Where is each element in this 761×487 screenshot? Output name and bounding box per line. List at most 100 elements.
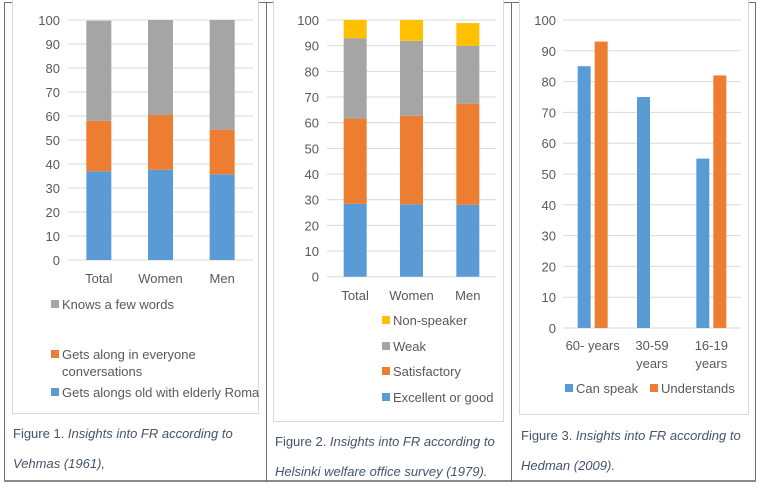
y-tick-label: 70 [305, 90, 319, 105]
x-tick-label: Men [210, 271, 235, 286]
legend-label: conversations [62, 364, 143, 379]
y-tick-label: 100 [534, 13, 556, 28]
legend-label: Understands [661, 381, 735, 396]
figure-2-caption-prefix: Figure 2. [275, 434, 330, 449]
bar-segment [400, 204, 423, 277]
bar-segment [456, 45, 480, 104]
bar-segment [209, 174, 235, 260]
y-tick-label: 90 [46, 37, 60, 52]
legend-label: Knows a few words [62, 297, 174, 312]
figure-3-caption-prefix: Figure 3. [521, 428, 576, 443]
legend-swatch [565, 384, 573, 392]
y-tick-label: 70 [542, 105, 556, 120]
x-tick-label: Total [341, 288, 369, 303]
chart-3-svg: 0 10 20 30 40 50 60 70 80 90 100 60- years 30-59 year… [534, 13, 741, 396]
legend-swatch [51, 388, 59, 396]
y-tick-label: 20 [46, 205, 60, 220]
y-tick-label: 80 [305, 64, 319, 79]
x-tick-label: years [636, 356, 668, 371]
x-tick-label: 60- years [566, 338, 621, 353]
y-tick-label: 40 [46, 157, 60, 172]
legend-swatch [382, 393, 390, 401]
y-tick-label: 100 [38, 13, 60, 28]
y-tick-label: 70 [46, 85, 60, 100]
y-tick-label: 0 [53, 253, 60, 268]
bar-segment [400, 20, 423, 41]
bar-segment [343, 20, 367, 39]
y-tick-label: 10 [46, 229, 60, 244]
bar-segment [209, 129, 235, 175]
bar [637, 97, 650, 328]
y-tick-label: 90 [542, 44, 556, 59]
cell-divider-1 [266, 2, 267, 482]
cell-divider-2 [511, 2, 512, 482]
legend-swatch [382, 342, 390, 350]
bar [577, 66, 591, 328]
y-tick-label: 0 [312, 270, 319, 285]
chart-2-box: 0 10 20 30 40 50 60 70 80 90 100 Total Women Men Non-s… [273, 0, 504, 422]
legend-label: Weak [393, 339, 426, 354]
y-tick-label: 30 [542, 229, 556, 244]
bar [696, 158, 710, 328]
bar-segment [456, 103, 480, 205]
y-tick-label: 10 [542, 290, 556, 305]
x-tick-label: years [695, 356, 727, 371]
x-tick-label: Men [455, 288, 480, 303]
legend-swatch [382, 316, 390, 324]
y-tick-label: 10 [305, 244, 319, 259]
bar-segment [148, 115, 173, 170]
legend-label: Non-speaker [393, 313, 468, 328]
legend-label: Excellent or good [393, 390, 493, 405]
bar-segment [343, 38, 367, 119]
x-tick-label: 30-59 [635, 338, 668, 353]
y-tick-label: 20 [542, 259, 556, 274]
bar-segment [86, 120, 112, 172]
x-tick-label: Women [389, 288, 434, 303]
figure-3-caption-title-1: Insights into FR according to [575, 428, 741, 443]
figure-3-caption-title-2: Hedman (2009). [521, 458, 615, 473]
figure-1-caption: Figure 1. Insights into FR according to … [13, 419, 233, 479]
y-tick-label: 30 [46, 181, 60, 196]
y-tick-label: 60 [542, 136, 556, 151]
figure-2-caption-title-2: Helsinki welfare office survey (1979). [275, 464, 488, 479]
bar-segment [343, 203, 367, 277]
chart-2-svg: 0 10 20 30 40 50 60 70 80 90 100 Total Women Men Non-s… [297, 13, 496, 405]
x-tick-label: Total [85, 271, 113, 286]
bar-segment [400, 115, 423, 205]
y-tick-label: 90 [305, 39, 319, 54]
figure-2-caption-title-1: Insights into FR according to [329, 434, 495, 449]
figure-3-caption: Figure 3. Insights into FR according to … [521, 421, 741, 481]
legend-label: Satisfactory [393, 364, 461, 379]
bar [594, 41, 608, 329]
bar-segment [400, 40, 423, 116]
bar-segment [343, 118, 367, 204]
chart-3-box: 0 10 20 30 40 50 60 70 80 90 100 60- years 30-59 year… [519, 0, 749, 415]
legend-swatch [51, 350, 59, 358]
bar-segment [456, 23, 480, 46]
legend-label: Gets alongs old with elderly Roma [62, 385, 260, 400]
x-tick-label: 16-19 [695, 338, 728, 353]
y-tick-label: 100 [297, 13, 319, 28]
y-tick-label: 30 [305, 193, 319, 208]
bar-segment [148, 20, 173, 116]
y-tick-label: 60 [46, 109, 60, 124]
legend-label: Can speak [576, 381, 639, 396]
legend-label: Gets along in everyone [62, 347, 196, 362]
figure-1-caption-prefix: Figure 1. [13, 426, 68, 441]
y-tick-label: 50 [46, 133, 60, 148]
bar-segment [209, 20, 235, 130]
y-tick-label: 80 [542, 75, 556, 90]
legend-swatch [650, 384, 658, 392]
chart-1-svg: 0 10 20 30 40 50 60 70 80 90 100 Total Women Men Knows… [38, 13, 260, 400]
y-tick-label: 40 [542, 198, 556, 213]
x-tick-label: Women [138, 271, 183, 286]
bar-segment [86, 171, 112, 260]
figure-1-caption-title-2: Vehmas (1961), [13, 456, 106, 471]
y-tick-label: 50 [305, 141, 319, 156]
legend-swatch [51, 300, 59, 308]
y-tick-label: 40 [305, 167, 319, 182]
figure-1-caption-title-1: Insights into FR according to [67, 426, 233, 441]
chart-1-box: 0 10 20 30 40 50 60 70 80 90 100 Total Women Men Knows… [12, 0, 260, 414]
figure-2-caption: Figure 2. Insights into FR according to … [275, 427, 495, 487]
bar-segment [456, 204, 480, 277]
